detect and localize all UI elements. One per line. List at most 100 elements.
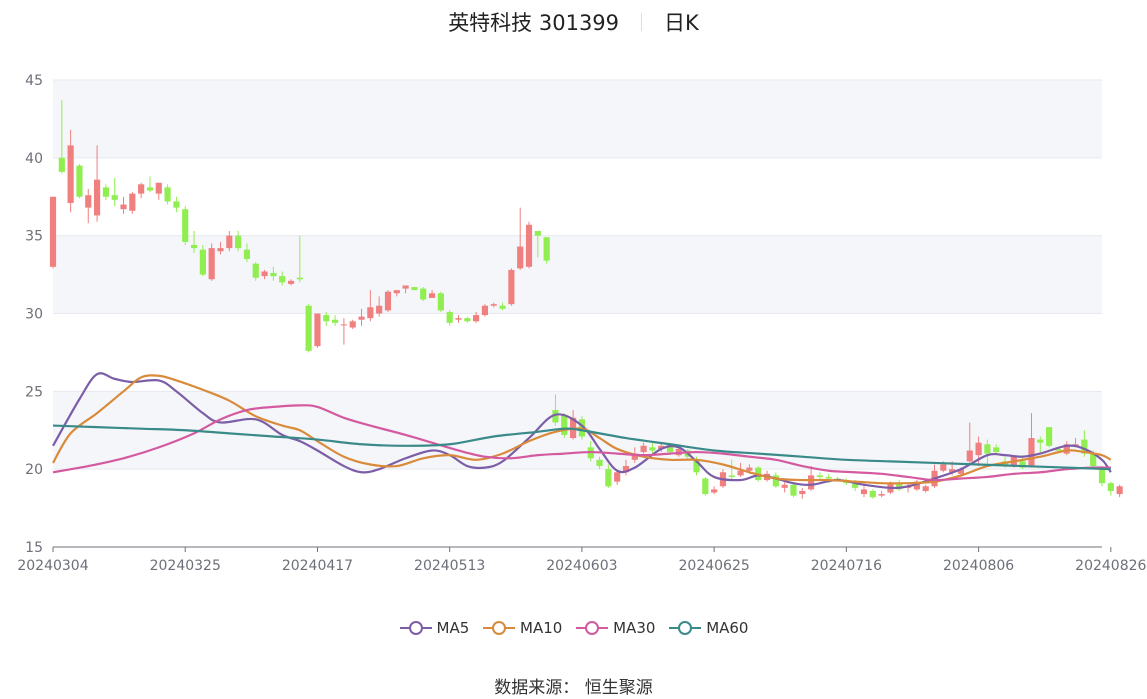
legend: MA5 MA10 MA30 MA60 (0, 618, 1147, 637)
y-tick-label: 15 (25, 540, 43, 556)
candle-body (552, 410, 559, 423)
candle-body (1037, 439, 1044, 443)
candle-body (1046, 427, 1053, 446)
title-separator (641, 13, 643, 31)
candle-body (1107, 483, 1114, 491)
candle-body (367, 307, 374, 319)
candle-body (331, 319, 339, 323)
period-tab[interactable]: 日K (664, 11, 699, 35)
candle-body (490, 304, 497, 306)
candle-body (1116, 486, 1123, 495)
candle-body (631, 453, 638, 460)
candle-body (940, 464, 947, 471)
legend-label: MA10 (520, 618, 563, 637)
candle-body (217, 248, 224, 252)
candle-body (737, 470, 744, 476)
candle-body (666, 444, 674, 453)
candle-body (252, 263, 259, 278)
candle-body (922, 486, 929, 491)
candle-body (808, 475, 815, 490)
candle-body (957, 469, 965, 474)
candle-body (76, 165, 83, 197)
y-tick-label: 35 (25, 229, 43, 245)
candle-body (508, 269, 515, 305)
candle-body (622, 466, 630, 473)
source-value: 恒生聚源 (584, 678, 653, 698)
x-tick-label: 20240513 (414, 558, 485, 574)
candle-body (640, 445, 647, 453)
legend-item-ma5[interactable]: MA5 (399, 619, 469, 637)
candle-body (314, 313, 321, 347)
candle-body (464, 318, 471, 322)
candle-body (287, 280, 295, 284)
candle-body (393, 290, 400, 294)
candle-body (376, 305, 383, 314)
candle-body (296, 277, 303, 280)
candle-body (67, 145, 74, 203)
ma-line-ma30 (52, 404, 1111, 482)
candle-body (1019, 461, 1026, 468)
candle-body (1028, 438, 1035, 467)
candle-body (534, 230, 541, 236)
x-tick-label: 20240826 (1075, 558, 1146, 574)
candle-body (340, 324, 347, 326)
candle-body (1098, 467, 1106, 484)
candle-body (896, 483, 903, 490)
grid-band (53, 235, 1102, 314)
candle-body (649, 447, 656, 451)
candle-body (949, 469, 956, 473)
candle-body (411, 287, 418, 291)
candle-body (693, 459, 700, 473)
candle-body (93, 179, 101, 216)
candle-body (913, 481, 920, 490)
candle-body (1090, 453, 1097, 467)
candle-body (1063, 444, 1070, 454)
chart-title: 英特科技 301399 日K (0, 6, 1147, 40)
candlestick-chart: 15 20 25 30 35 40 45 20240304 20240325 20240417 20… (17, 73, 1146, 574)
y-tick-label: 40 (25, 151, 43, 167)
candle-body (499, 305, 506, 309)
candle-body (605, 469, 612, 487)
candle-body (1054, 448, 1062, 451)
candle-body (993, 447, 1000, 453)
candle-body (711, 489, 718, 493)
candle-body (226, 235, 233, 249)
legend-item-ma60[interactable]: MA60 (668, 619, 748, 637)
legend-item-ma30[interactable]: MA30 (575, 619, 655, 637)
candle-body (199, 249, 206, 275)
candle-body (120, 204, 127, 210)
candle-body (146, 187, 154, 191)
y-tick-label: 25 (25, 384, 43, 400)
legend-item-ma10[interactable]: MA10 (482, 619, 562, 637)
candle-body (235, 235, 242, 249)
ma-line-ma10 (52, 374, 1112, 485)
candle-body (746, 467, 753, 471)
data-source: 数据来源： 恒生聚源 (0, 673, 1147, 698)
candle-body (799, 490, 806, 495)
candle-body (358, 316, 365, 320)
candle-body (155, 182, 162, 194)
candle-body (658, 445, 665, 449)
source-label: 数据来源： (494, 678, 580, 698)
y-tick-label: 45 (25, 73, 43, 89)
candle-body (561, 414, 568, 435)
x-tick-label: 20240304 (17, 558, 88, 574)
y-tick-label: 30 (25, 307, 43, 323)
candle-body (428, 293, 436, 298)
candle-body (517, 246, 524, 269)
legend-label: MA60 (706, 618, 749, 637)
candle-body (781, 484, 788, 488)
candle-body (305, 305, 312, 351)
y-tick-label: 20 (25, 462, 43, 478)
candle-body (279, 276, 286, 283)
candle-body (816, 475, 824, 477)
x-tick-label: 20240325 (150, 558, 221, 574)
candle-body (102, 187, 109, 197)
candle-body (481, 305, 489, 316)
candle-body (261, 271, 268, 277)
candle-body (966, 450, 973, 462)
x-tick-label: 20240806 (943, 558, 1014, 574)
stock-name: 英特科技 301399 (448, 11, 620, 35)
candle-body (58, 157, 65, 172)
candle-body (164, 187, 171, 202)
